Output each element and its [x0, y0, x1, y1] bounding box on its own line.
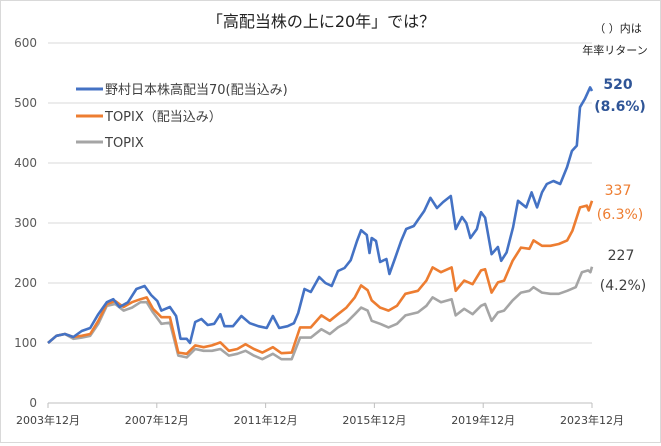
annual-return-label: (8.6%) — [594, 99, 646, 115]
y-tick-label: 500 — [14, 96, 37, 110]
x-tick-label: 2023年12月 — [560, 413, 624, 427]
y-tick-label: 300 — [14, 216, 37, 230]
annual-return-label: (4.2%) — [600, 278, 647, 294]
x-tick-label: 2019年12月 — [451, 413, 515, 427]
annual-return-label: (6.3%) — [597, 207, 644, 223]
y-tick-label: 400 — [14, 156, 37, 170]
end-value-label: 337 — [605, 183, 632, 199]
y-axis-ticks: 0 100 200 300 400 500 600 — [14, 36, 37, 410]
x-axis-ticks: 2003年12月 2007年12月 2011年12月 2015年12月 2019年12月… — [16, 403, 624, 427]
legend-label: TOPIX — [104, 136, 144, 151]
legend: 野村日本株高配当70(配当込み) TOPIX（配当込み） TOPIX — [76, 82, 288, 151]
end-labels: 520 (8.6%) 337 (6.3%) 227 (4.2%) — [594, 77, 646, 294]
return-note-line-1: （ ）内は — [594, 21, 642, 35]
y-tick-label: 100 — [14, 336, 37, 350]
series-lines — [47, 86, 594, 361]
series-line — [47, 86, 594, 345]
return-note-line-2: 年率リターン — [582, 43, 647, 57]
y-tick-label: 0 — [29, 396, 37, 410]
series-line — [47, 266, 594, 361]
legend-label: TOPIX（配当込み） — [104, 110, 222, 125]
x-tick-label: 2015年12月 — [342, 413, 406, 427]
y-tick-label: 200 — [14, 276, 37, 290]
end-value-label: 227 — [608, 248, 635, 264]
x-tick-label: 2007年12月 — [125, 413, 189, 427]
gridlines — [48, 42, 592, 404]
y-tick-label: 600 — [14, 36, 37, 50]
legend-label: 野村日本株高配当70(配当込み) — [105, 82, 288, 98]
x-tick-label: 2003年12月 — [16, 413, 80, 427]
x-tick-label: 2011年12月 — [234, 413, 298, 427]
end-value-label: 520 — [603, 77, 632, 93]
chart-title: 「高配当株の上に20年」では？ — [207, 12, 435, 31]
series-line — [47, 200, 594, 356]
